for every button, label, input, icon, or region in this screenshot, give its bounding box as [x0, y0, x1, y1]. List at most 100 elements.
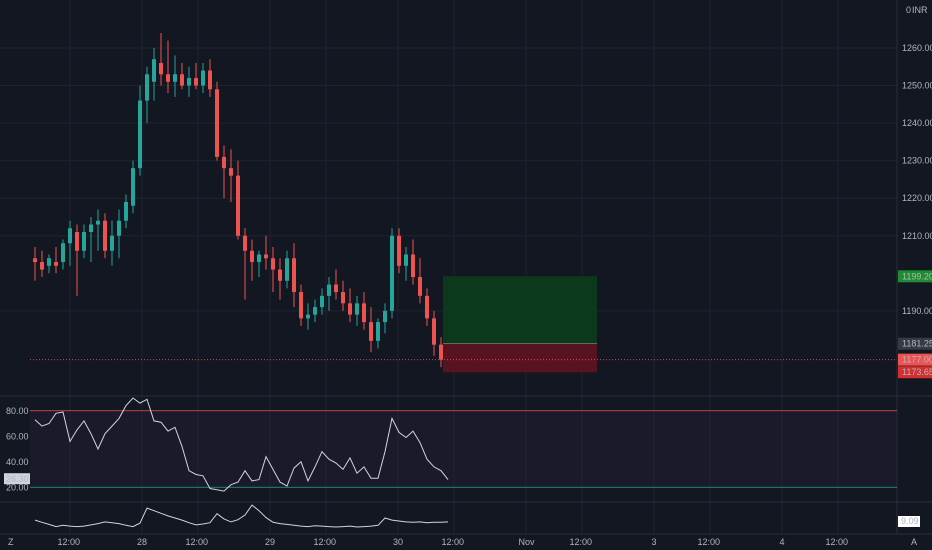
price-tick-label: 1250.00 [902, 81, 932, 91]
candle[interactable] [40, 262, 44, 270]
candle[interactable] [257, 254, 261, 263]
oscillator-tick-label: 60.00 [6, 431, 29, 441]
candle[interactable] [334, 284, 338, 293]
candle[interactable] [278, 269, 282, 281]
target-price-label: 1199.20 [902, 271, 932, 281]
time-tick-label: 12:00 [698, 537, 721, 547]
candle[interactable] [299, 292, 303, 319]
candle[interactable] [54, 262, 58, 266]
oscillator-tick-label: 80.00 [6, 406, 29, 416]
current-price-label: 1177.00 [902, 355, 932, 365]
candle[interactable] [390, 235, 394, 311]
candle[interactable] [383, 310, 387, 323]
candle[interactable] [75, 231, 79, 251]
oscillator-current-label: 26.30 [6, 474, 29, 484]
time-tick-label: 28 [137, 537, 147, 547]
candle[interactable] [250, 250, 254, 263]
candle[interactable] [229, 168, 233, 176]
auto-scale-icon: A [911, 537, 917, 547]
candle[interactable] [432, 318, 436, 345]
stop-price-label: 1173.65 [902, 367, 932, 377]
volume-line[interactable] [34, 504, 449, 528]
candle[interactable] [313, 307, 317, 315]
price-tick-label: 1210.00 [902, 231, 932, 241]
candle[interactable] [89, 224, 93, 232]
time-tick-label: 29 [265, 537, 275, 547]
time-tick-label: 30 [393, 537, 403, 547]
candle[interactable] [376, 322, 380, 341]
settings-icon: 0 [906, 5, 911, 15]
candle[interactable] [320, 295, 324, 308]
price-tick-label: 1230.00 [902, 156, 932, 166]
candle[interactable] [33, 258, 37, 263]
candle[interactable] [82, 231, 86, 251]
candle[interactable] [418, 277, 422, 296]
time-tick-label: Nov [519, 537, 536, 547]
price-tick-label: 1240.00 [902, 118, 932, 128]
candle[interactable] [47, 258, 51, 266]
price-tick-label: 1190.00 [902, 306, 932, 316]
candle[interactable] [425, 295, 429, 319]
candle[interactable] [124, 201, 128, 221]
candle[interactable] [173, 74, 177, 82]
candle[interactable] [201, 70, 205, 86]
candle[interactable] [208, 70, 212, 90]
candle[interactable] [369, 322, 373, 341]
oscillator-line[interactable] [34, 397, 449, 492]
oscillator-tick-label: 20.00 [6, 482, 29, 492]
candle[interactable] [285, 258, 289, 281]
entry-price-label-bg [898, 337, 932, 350]
candle[interactable] [362, 303, 366, 323]
candle[interactable] [397, 235, 401, 266]
profit-zone[interactable] [443, 276, 597, 344]
candle[interactable] [327, 284, 331, 296]
candle[interactable] [61, 243, 65, 263]
candle[interactable] [292, 258, 296, 293]
volume-label-bg [898, 516, 920, 527]
candle[interactable] [166, 74, 170, 82]
currency-label: INR [912, 5, 928, 15]
stop-price-label-bg [898, 366, 932, 379]
oscillator-band-fill [30, 410, 897, 488]
candle[interactable] [68, 228, 72, 244]
tradingview-logo-icon: Z [8, 537, 14, 547]
candle[interactable] [194, 78, 198, 86]
candle[interactable] [96, 220, 100, 225]
candle[interactable] [152, 59, 156, 82]
candle[interactable] [222, 156, 226, 169]
time-tick-label: 12:00 [186, 537, 209, 547]
candle[interactable] [439, 344, 443, 360]
current-price-label-bg [898, 353, 932, 366]
candle[interactable] [341, 292, 345, 304]
candle[interactable] [215, 89, 219, 157]
candle[interactable] [243, 235, 247, 251]
candle[interactable] [404, 254, 408, 266]
candle[interactable] [236, 175, 240, 236]
candle[interactable] [187, 78, 191, 86]
candle[interactable] [264, 254, 268, 259]
candle[interactable] [271, 258, 275, 270]
time-tick-label: 12:00 [442, 537, 465, 547]
candle[interactable] [110, 235, 114, 251]
candle[interactable] [180, 74, 184, 86]
time-tick-label: 12:00 [570, 537, 593, 547]
loss-zone[interactable] [443, 343, 597, 373]
candle[interactable] [145, 74, 149, 101]
oscillator-tick-label: 40.00 [6, 457, 29, 467]
volume-current-label: 9.09 [901, 516, 919, 526]
time-tick-label: 12:00 [58, 537, 81, 547]
time-tick-label: 12:00 [826, 537, 849, 547]
candle[interactable] [411, 254, 415, 278]
time-tick-label: 12:00 [314, 537, 337, 547]
candle[interactable] [131, 168, 135, 206]
time-tick-label: 4 [780, 537, 785, 547]
candle[interactable] [348, 303, 352, 315]
oscillator-current-label-bg [4, 473, 30, 485]
candle[interactable] [159, 63, 163, 75]
candle[interactable] [355, 303, 359, 315]
candle[interactable] [103, 220, 107, 251]
candle[interactable] [117, 220, 121, 236]
candle[interactable] [306, 314, 310, 319]
candle[interactable] [138, 100, 142, 169]
